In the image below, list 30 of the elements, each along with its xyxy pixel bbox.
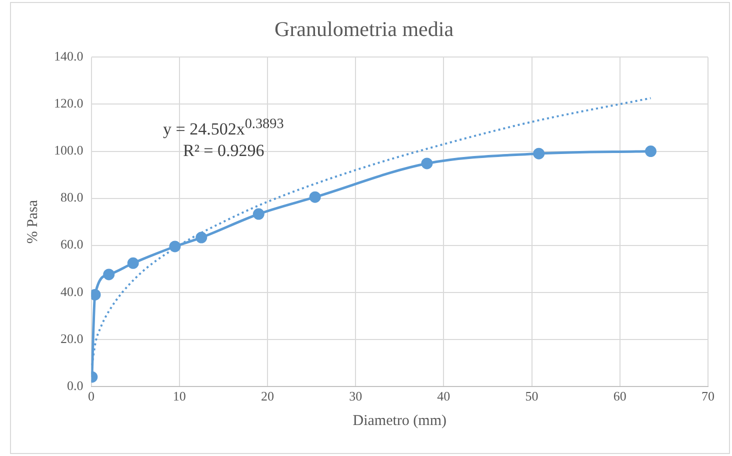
y-tick-label: 40.0 (60, 284, 84, 299)
point (252, 208, 264, 220)
point (169, 240, 181, 252)
x-tick-label: 50 (525, 388, 538, 404)
x-axis-title: Diametro (mm) (352, 412, 446, 429)
annotation: R² = 0.9296 (183, 141, 264, 161)
x-tick-label: 30 (349, 388, 362, 404)
y-tick-label: 120.0 (54, 96, 84, 111)
y-tick-label: 140.0 (54, 48, 84, 64)
x-tick-label: 40 (437, 388, 450, 404)
x-tick-label: 20 (260, 388, 274, 404)
y-tick-label: 0.0 (67, 378, 84, 393)
point (196, 232, 208, 244)
point (103, 268, 115, 280)
point (127, 257, 139, 269)
x-tick-label: 10 (172, 388, 186, 404)
x-tick-label: 70 (702, 388, 714, 404)
point (421, 158, 433, 170)
x-tick-label: 0 (88, 388, 94, 404)
point (309, 191, 321, 203)
x-tick-label: 60 (613, 388, 626, 404)
y-tick-label: 100.0 (54, 142, 84, 158)
y-axis-title: % Pasa (24, 200, 41, 244)
annotation: y = 24.502x$^{0.3893}$ (163, 116, 284, 140)
point (644, 146, 656, 158)
y-tick-label: 80.0 (60, 190, 84, 205)
point (533, 148, 545, 160)
chart-title: Granulometria media (274, 17, 454, 42)
y-tick-label: 60.0 (60, 236, 84, 252)
y-tick-label: 20.0 (60, 330, 84, 346)
